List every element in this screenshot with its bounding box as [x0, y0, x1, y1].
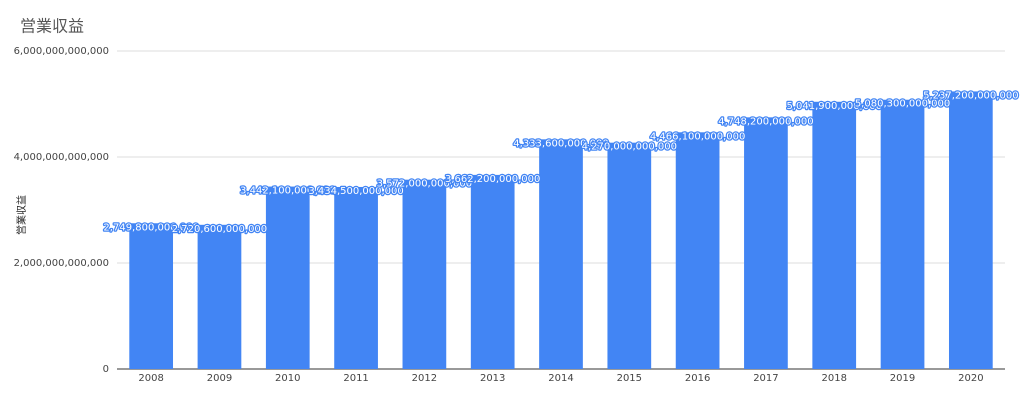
data-label: 2,720,600,000,000: [172, 224, 267, 235]
data-label: 3,434,500,000,000: [308, 186, 403, 197]
data-label: 2,749,800,000,000: [103, 222, 198, 233]
bar: [539, 139, 583, 369]
x-tick-label: 2020: [958, 373, 983, 384]
chart-title: 営業収益: [20, 17, 84, 36]
x-tick-label: 2008: [138, 373, 163, 384]
data-label: 4,333,600,000,000: [513, 138, 608, 149]
x-tick-label: 2013: [480, 373, 505, 384]
bar: [334, 186, 378, 369]
data-label: 4,466,100,000,000: [650, 131, 745, 142]
x-tick-label: 2009: [207, 373, 232, 384]
x-tick-label: 2012: [412, 373, 437, 384]
y-tick-label: 4,000,000,000,000: [14, 152, 109, 163]
bar: [948, 91, 993, 369]
bar: [265, 186, 310, 369]
data-label: 3,572,000,000,000: [377, 179, 472, 190]
bar: [402, 179, 447, 369]
bar: [675, 132, 720, 369]
x-tick-label: 2019: [890, 373, 915, 384]
x-tick-label: 2016: [685, 373, 710, 384]
y-tick-label: 6,000,000,000,000: [14, 46, 109, 57]
data-label: 4,270,000,000,000: [582, 142, 677, 153]
x-tick-label: 2011: [343, 373, 368, 384]
x-tick-label: 2015: [617, 373, 642, 384]
bar: [812, 101, 857, 369]
bar: [197, 224, 242, 369]
bar: [744, 117, 788, 369]
bar: [880, 99, 925, 369]
x-tick-label: 2010: [275, 373, 300, 384]
y-tick-label: 2,000,000,000,000: [14, 258, 109, 269]
x-tick-label: 2018: [822, 373, 847, 384]
bar: [607, 142, 652, 369]
bar: [470, 174, 515, 369]
x-tick-label: 2014: [548, 373, 573, 384]
bar: [129, 223, 174, 369]
data-label: 5,080,300,000,000: [855, 99, 950, 110]
x-tick-label: 2017: [753, 373, 778, 384]
data-label: 5,237,200,000,000: [923, 90, 1018, 101]
y-tick-label: 0: [103, 364, 109, 375]
y-axis-label: 営業収益: [15, 195, 28, 235]
data-label: 3,442,100,000,000: [240, 186, 335, 197]
data-label: 4,748,200,000,000: [718, 116, 813, 127]
data-label: 5,041,900,000,000: [787, 101, 882, 112]
data-label: 3,662,200,000,000: [445, 174, 540, 185]
